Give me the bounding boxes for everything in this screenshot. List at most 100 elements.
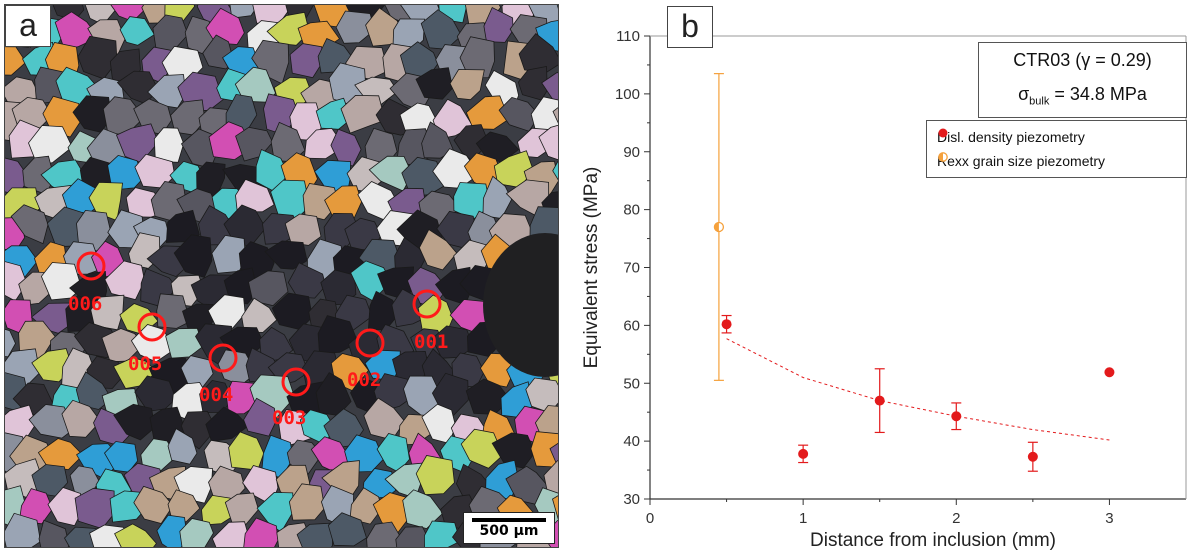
grain xyxy=(156,293,191,329)
panel-label-b: b xyxy=(667,6,713,48)
grain xyxy=(335,10,376,44)
grain xyxy=(89,524,126,547)
grain xyxy=(235,178,275,213)
grain xyxy=(205,406,249,442)
grain xyxy=(415,67,454,100)
grain xyxy=(288,483,326,521)
grain xyxy=(107,154,145,191)
legend-label-disl: Disl. density piezometry xyxy=(937,129,1085,145)
grain xyxy=(287,262,327,299)
micrograph-image: 006 005 004 003 002 001 xyxy=(5,5,558,547)
data-point-disl xyxy=(1104,367,1115,378)
grain xyxy=(395,526,433,547)
grain xyxy=(104,260,146,301)
grain xyxy=(113,403,156,441)
scale-bar-box: 500 µm xyxy=(463,512,555,544)
grain xyxy=(340,94,386,134)
grain xyxy=(167,428,198,465)
grain xyxy=(156,514,188,547)
x-tick-label: 3 xyxy=(1105,510,1113,527)
chart-panel: 30 40 50 60 70 80 90 100 110 0 1 2 3 Distance from in… xyxy=(560,0,1203,554)
grain xyxy=(449,69,485,101)
grain xyxy=(243,517,279,547)
grain xyxy=(114,523,157,547)
x-tick-label: 1 xyxy=(799,510,807,527)
grain xyxy=(330,128,362,167)
grain xyxy=(133,485,174,524)
grain xyxy=(40,262,83,301)
grain xyxy=(75,371,113,410)
roi-circle-006 xyxy=(76,251,106,281)
x-axis-title: Distance from inclusion (mm) xyxy=(810,530,1056,551)
roi-circle-001 xyxy=(412,289,442,319)
grain xyxy=(415,455,455,496)
grain xyxy=(465,95,510,130)
sigma-subscript: bulk xyxy=(1029,95,1050,108)
roi-circle-002 xyxy=(355,328,385,358)
grain xyxy=(223,267,258,305)
micrograph-panel: 006 005 004 003 002 001 500 µm xyxy=(4,4,559,548)
grain xyxy=(38,519,70,547)
chart-legend: Disl. density piezometry Rexx grain size… xyxy=(926,120,1187,178)
sigma-symbol: σ xyxy=(1018,84,1030,104)
grain xyxy=(543,460,558,496)
roi-label-004: 004 xyxy=(199,384,233,406)
grain xyxy=(349,487,383,525)
x-tick-label: 2 xyxy=(952,510,960,527)
grain xyxy=(211,521,253,547)
grain xyxy=(5,512,41,547)
grain xyxy=(28,125,73,166)
grain xyxy=(549,442,558,469)
grain xyxy=(483,6,514,43)
data-point-disl xyxy=(874,395,885,406)
data-point-disl xyxy=(1027,451,1038,462)
grain xyxy=(61,399,102,438)
legend-marker-rexx xyxy=(938,152,948,162)
grain xyxy=(423,520,461,547)
data-point-disl xyxy=(798,448,809,459)
grain xyxy=(173,234,213,278)
grain xyxy=(421,121,455,159)
grain xyxy=(37,438,84,471)
grain xyxy=(366,521,404,547)
x-tick-label: 0 xyxy=(646,510,654,527)
grain xyxy=(241,297,278,333)
grain xyxy=(248,270,289,307)
grain xyxy=(47,487,82,527)
sample-info-title: CTR03 (γ = 0.29) xyxy=(1013,50,1152,70)
roi-circle-003 xyxy=(281,367,311,397)
grain-mosaic xyxy=(5,5,558,547)
y-tick-label: 60 xyxy=(623,317,640,334)
y-tick-label: 80 xyxy=(623,202,640,219)
panel-label-a: a xyxy=(5,5,51,47)
grain xyxy=(153,127,185,163)
roi-circle-005 xyxy=(137,312,167,342)
y-tick-label: 30 xyxy=(623,491,640,508)
grain xyxy=(459,36,495,79)
grain xyxy=(432,98,474,140)
grain xyxy=(243,397,277,437)
grain xyxy=(552,160,558,181)
sample-info-box: CTR03 (γ = 0.29) σbulk = 34.8 MPa xyxy=(978,42,1187,118)
y-tick-label: 100 xyxy=(615,86,640,103)
grain xyxy=(289,43,324,79)
stress-chart: 30 40 50 60 70 80 90 100 110 0 1 2 3 Distance from in… xyxy=(581,28,1187,551)
grain xyxy=(167,489,201,523)
grain xyxy=(327,512,367,547)
roi-label-005: 005 xyxy=(128,353,162,375)
grain xyxy=(119,16,155,46)
grain xyxy=(284,213,322,246)
grain xyxy=(541,72,558,103)
roi-label-006: 006 xyxy=(68,293,102,315)
y-tick-label: 70 xyxy=(623,260,640,277)
grain xyxy=(18,488,54,525)
grain xyxy=(10,204,49,245)
data-point-rexx-half xyxy=(714,222,719,232)
grain xyxy=(556,5,558,9)
grain xyxy=(418,229,458,271)
roi-circle-004 xyxy=(208,343,238,373)
grain xyxy=(460,428,504,469)
bulk-stress-info: σbulk = 34.8 MPa xyxy=(979,84,1186,108)
scale-bar-label: 500 µm xyxy=(479,523,539,539)
bulk-stress-value: = 34.8 MPa xyxy=(1049,84,1147,104)
